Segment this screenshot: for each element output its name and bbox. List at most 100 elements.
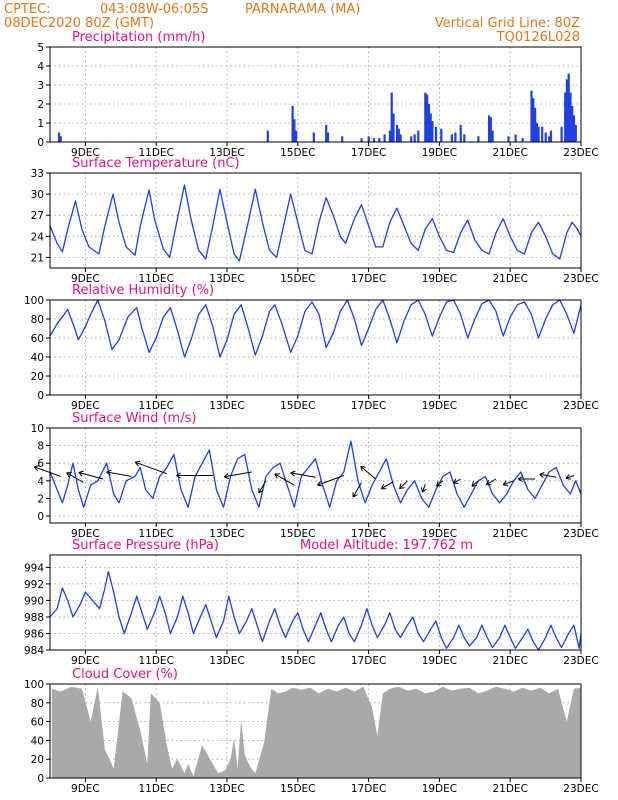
panel-surface-wind-m-s: 0 2 4 6 8 10 9DEC 11DEC 13DEC 15DEC 17DEC 19DEC 21DE… — [31, 411, 599, 540]
wind-vector — [106, 471, 132, 477]
precip-bar — [417, 130, 420, 142]
header-place: PARNARAMA (MA) — [245, 2, 360, 17]
precip-bar — [293, 119, 296, 142]
wind-vector — [565, 475, 575, 479]
precip-bar — [564, 92, 567, 142]
y-tick-label: 20 — [31, 371, 44, 383]
header-agency: CPTEC: — [4, 2, 51, 17]
precip-bar — [429, 113, 432, 142]
panel-title: Precipitation (mm/h) — [72, 30, 205, 45]
wind-vector — [360, 466, 377, 480]
x-tick-label: 11DEC — [138, 655, 173, 667]
wind-arrowhead — [66, 472, 72, 478]
wind-vector — [78, 472, 104, 480]
precip-bar — [537, 126, 540, 142]
y-tick-label: 24 — [31, 231, 45, 243]
wind-vector — [486, 478, 497, 486]
precip-bar — [450, 134, 453, 142]
panel-frame — [49, 46, 582, 143]
x-tick-label: 17DEC — [351, 783, 386, 795]
precip-bar — [530, 90, 533, 142]
wind-arrowhead — [360, 465, 366, 472]
y-tick-label: 988 — [24, 612, 44, 624]
wind-arrowhead — [176, 472, 181, 479]
x-tick-label: 15DEC — [280, 273, 315, 285]
x-tick-label: 19DEC — [422, 783, 457, 795]
y-tick-label: 5 — [37, 42, 44, 54]
wind-vector — [34, 466, 61, 477]
precip-bar — [410, 136, 413, 142]
x-tick-label: 11DEC — [138, 400, 173, 412]
x-tick-label: 9DEC — [71, 400, 100, 412]
precip-bar — [291, 105, 294, 142]
x-tick-label: 19DEC — [422, 528, 457, 540]
wind-vector — [135, 461, 167, 475]
wind-arrowhead — [436, 481, 442, 487]
x-tick-label: 21DEC — [492, 783, 527, 795]
precip-bar — [372, 138, 376, 142]
y-tick-label: 10 — [31, 423, 44, 435]
y-tick-label: 40 — [31, 352, 44, 364]
wind-arrowhead — [290, 470, 296, 477]
wind-arrowhead — [106, 469, 112, 476]
cloud-cover-area — [51, 686, 581, 778]
x-tick-label: 9DEC — [71, 528, 100, 540]
y-tick-label: 0 — [37, 390, 44, 402]
y-tick-label: 60 — [31, 333, 44, 345]
y-tick-label: 0 — [37, 511, 44, 523]
series-line — [49, 184, 582, 262]
x-tick-label: 15DEC — [280, 400, 315, 412]
wind-arrowhead — [78, 470, 84, 477]
x-tick-label: 23DEC — [563, 528, 598, 540]
panel-title: Relative Humidity (%) — [72, 283, 214, 298]
precip-bar — [341, 136, 344, 142]
y-tick-label: 992 — [24, 579, 44, 591]
wind-vector — [381, 481, 394, 490]
x-tick-label: 21DEC — [492, 147, 527, 159]
wind-arrowhead — [380, 484, 387, 490]
wind-arrowhead — [471, 481, 477, 487]
precip-bar — [367, 136, 370, 142]
wind-vector — [421, 484, 426, 493]
wind-arrowhead — [223, 473, 230, 480]
precip-bar — [399, 134, 402, 142]
x-tick-label: 21DEC — [492, 400, 527, 412]
x-tick-label: 15DEC — [280, 528, 315, 540]
x-tick-label: 23DEC — [563, 147, 598, 159]
wind-vector — [399, 480, 408, 490]
precip-bar — [413, 134, 416, 142]
precip-bar — [565, 79, 568, 142]
wind-arrowhead — [502, 480, 509, 487]
header-coords: 043:08W-06:05S — [100, 2, 208, 17]
y-tick-label: 80 — [31, 314, 44, 326]
y-tick-label: 990 — [24, 595, 44, 607]
precip-bar — [325, 124, 328, 142]
x-tick-label: 9DEC — [71, 147, 100, 159]
series-line — [49, 570, 582, 651]
precip-bar — [388, 130, 391, 142]
x-tick-label: 17DEC — [351, 528, 386, 540]
panel-cloud-cover: 0 20 40 60 80 100 9DEC 11DEC 13DEC 15DEC 17DEC 19DE… — [24, 667, 599, 795]
x-tick-label: 23DEC — [563, 400, 598, 412]
wind-vector — [539, 473, 557, 478]
y-tick-label: 6 — [37, 458, 44, 470]
y-tick-label: 3 — [37, 80, 44, 92]
precip-bar — [569, 92, 572, 142]
panel-title: Surface Temperature (nC) — [72, 156, 240, 171]
y-tick-label: 994 — [24, 562, 44, 574]
precip-bar — [360, 138, 363, 142]
x-tick-label: 13DEC — [209, 783, 244, 795]
x-tick-label: 17DEC — [351, 655, 386, 667]
precip-bar — [574, 124, 577, 142]
model-altitude: Model Altitude: 197.762 m — [300, 538, 473, 553]
precip-bar — [507, 136, 510, 142]
wind-arrowhead — [539, 472, 545, 478]
y-tick-label: 0 — [37, 137, 44, 149]
panel-surface-pressure-hpa: 984 986 988 990 992 994 9DEC 11DEC 13DEC 15DEC 17D… — [24, 538, 599, 667]
precip-bar — [397, 128, 400, 142]
precip-bar — [459, 124, 462, 142]
wind-arrowhead — [399, 483, 405, 490]
panel-frame — [49, 427, 582, 524]
wind-arrowhead — [258, 487, 264, 494]
